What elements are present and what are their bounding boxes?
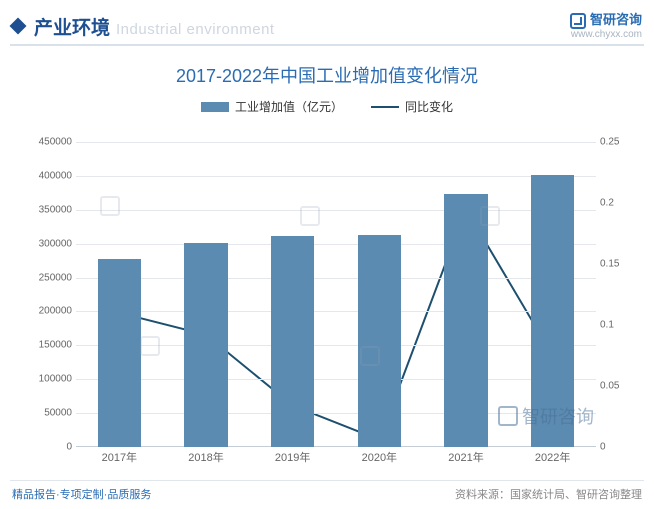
chart-title: 2017-2022年中国工业增加值变化情况 — [20, 56, 634, 90]
bar — [271, 236, 314, 447]
bar — [444, 194, 487, 447]
y-left-tick: 0 — [26, 442, 72, 453]
grid-line — [76, 142, 596, 143]
chart-container: 2017-2022年中国工业增加值变化情况 工业增加值（亿元） 同比变化 050… — [20, 56, 634, 473]
grid-line — [76, 278, 596, 279]
watermark-icon — [300, 206, 320, 226]
legend-line-item: 同比变化 — [371, 98, 453, 115]
y-right-tick: 0.25 — [600, 137, 632, 148]
header: 产业环境 Industrial environment 智研咨询 www.chy… — [0, 0, 654, 46]
grid-line — [76, 379, 596, 380]
y-right-tick: 0.15 — [600, 259, 632, 270]
legend-bar-item: 工业增加值（亿元） — [201, 98, 343, 115]
x-tick-label: 2019年 — [275, 449, 310, 465]
y-left-tick: 100000 — [26, 374, 72, 385]
footer-right: 资料来源：国家统计局、智研咨询整理 — [455, 486, 642, 502]
y-left-tick: 450000 — [26, 137, 72, 148]
x-tick-label: 2021年 — [448, 449, 483, 465]
bar — [184, 243, 227, 447]
watermark-icon — [360, 346, 380, 366]
y-right-tick: 0.1 — [600, 320, 632, 331]
x-tick-label: 2020年 — [362, 449, 397, 465]
y-left-tick: 50000 — [26, 408, 72, 419]
x-tick-label: 2018年 — [188, 449, 223, 465]
y-left-tick: 350000 — [26, 204, 72, 215]
bar — [358, 235, 401, 447]
x-tick-label: 2022年 — [535, 449, 570, 465]
x-tick-label: 2017年 — [102, 449, 137, 465]
grid-line — [76, 311, 596, 312]
legend-bar-label: 工业增加值（亿元） — [235, 98, 343, 115]
y-right-tick: 0.05 — [600, 381, 632, 392]
y-left-tick: 250000 — [26, 272, 72, 283]
legend-line-label: 同比变化 — [405, 98, 453, 115]
header-left: 产业环境 Industrial environment — [12, 13, 275, 40]
footer-left: 精品报告·专项定制·品质服务 — [12, 486, 151, 502]
watermark-label: 智研咨询 — [522, 403, 594, 429]
y-right-tick: 0 — [600, 442, 632, 453]
legend-bar-swatch — [201, 102, 229, 112]
grid-line — [76, 244, 596, 245]
diamond-icon — [10, 18, 27, 35]
grid-line — [76, 210, 596, 211]
y-left-tick: 300000 — [26, 238, 72, 249]
brand-block: 智研咨询 www.chyxx.com — [570, 13, 642, 40]
y-left-tick: 150000 — [26, 340, 72, 351]
y-left-tick: 400000 — [26, 170, 72, 181]
watermark-icon — [140, 336, 160, 356]
chart-plot: 0500001000001500002000002500003000003500… — [76, 142, 596, 447]
legend-line-swatch — [371, 106, 399, 108]
header-divider — [10, 44, 644, 46]
page-subtitle: Industrial environment — [116, 21, 275, 38]
brand-name: 智研咨询 — [590, 13, 642, 27]
bar — [98, 259, 141, 447]
watermark-text: 智研咨询 — [498, 403, 594, 429]
y-right-tick: 0.2 — [600, 198, 632, 209]
brand-icon — [570, 13, 586, 29]
footer: 精品报告·专项定制·品质服务 资料来源：国家统计局、智研咨询整理 — [0, 479, 654, 509]
watermark-icon — [100, 196, 120, 216]
page-title: 产业环境 — [34, 13, 110, 40]
watermark-icon — [480, 206, 500, 226]
brand-url: www.chyxx.com — [570, 29, 642, 40]
y-left-tick: 200000 — [26, 306, 72, 317]
line-series — [76, 142, 596, 447]
grid-line — [76, 176, 596, 177]
chart-legend: 工业增加值（亿元） 同比变化 — [20, 90, 634, 119]
